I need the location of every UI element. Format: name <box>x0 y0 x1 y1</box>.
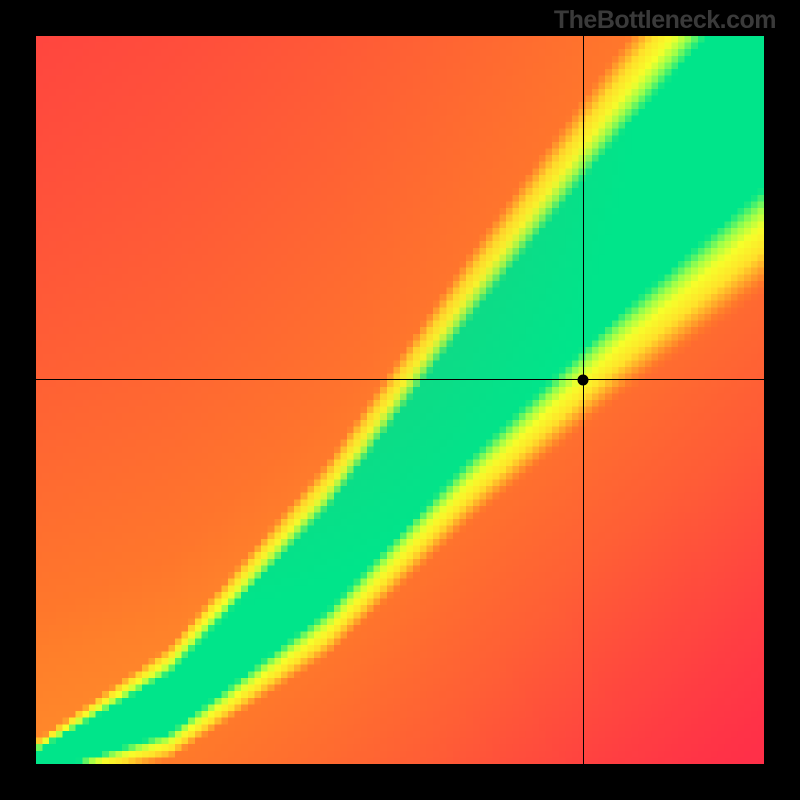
crosshair-dot <box>578 374 589 385</box>
heatmap-canvas <box>36 36 764 764</box>
watermark-text: TheBottleneck.com <box>554 6 776 35</box>
heatmap-plot <box>36 36 764 764</box>
crosshair-vertical <box>583 36 585 764</box>
crosshair-horizontal <box>36 379 764 381</box>
